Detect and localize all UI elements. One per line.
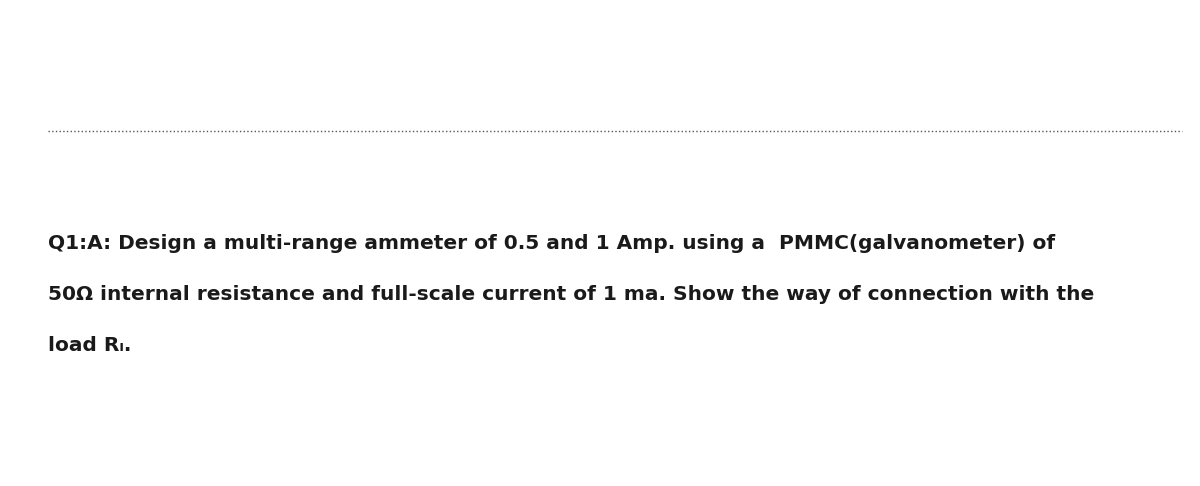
Text: load Rₗ.: load Rₗ. (48, 335, 131, 355)
Text: Q1:A: Design a multi-range ammeter of 0.5 and 1 Amp. using a  PMMC(galvanometer): Q1:A: Design a multi-range ammeter of 0.… (48, 233, 1055, 253)
Text: 50Ω internal resistance and full-scale current of 1 ma. Show the way of connecti: 50Ω internal resistance and full-scale c… (48, 284, 1094, 304)
